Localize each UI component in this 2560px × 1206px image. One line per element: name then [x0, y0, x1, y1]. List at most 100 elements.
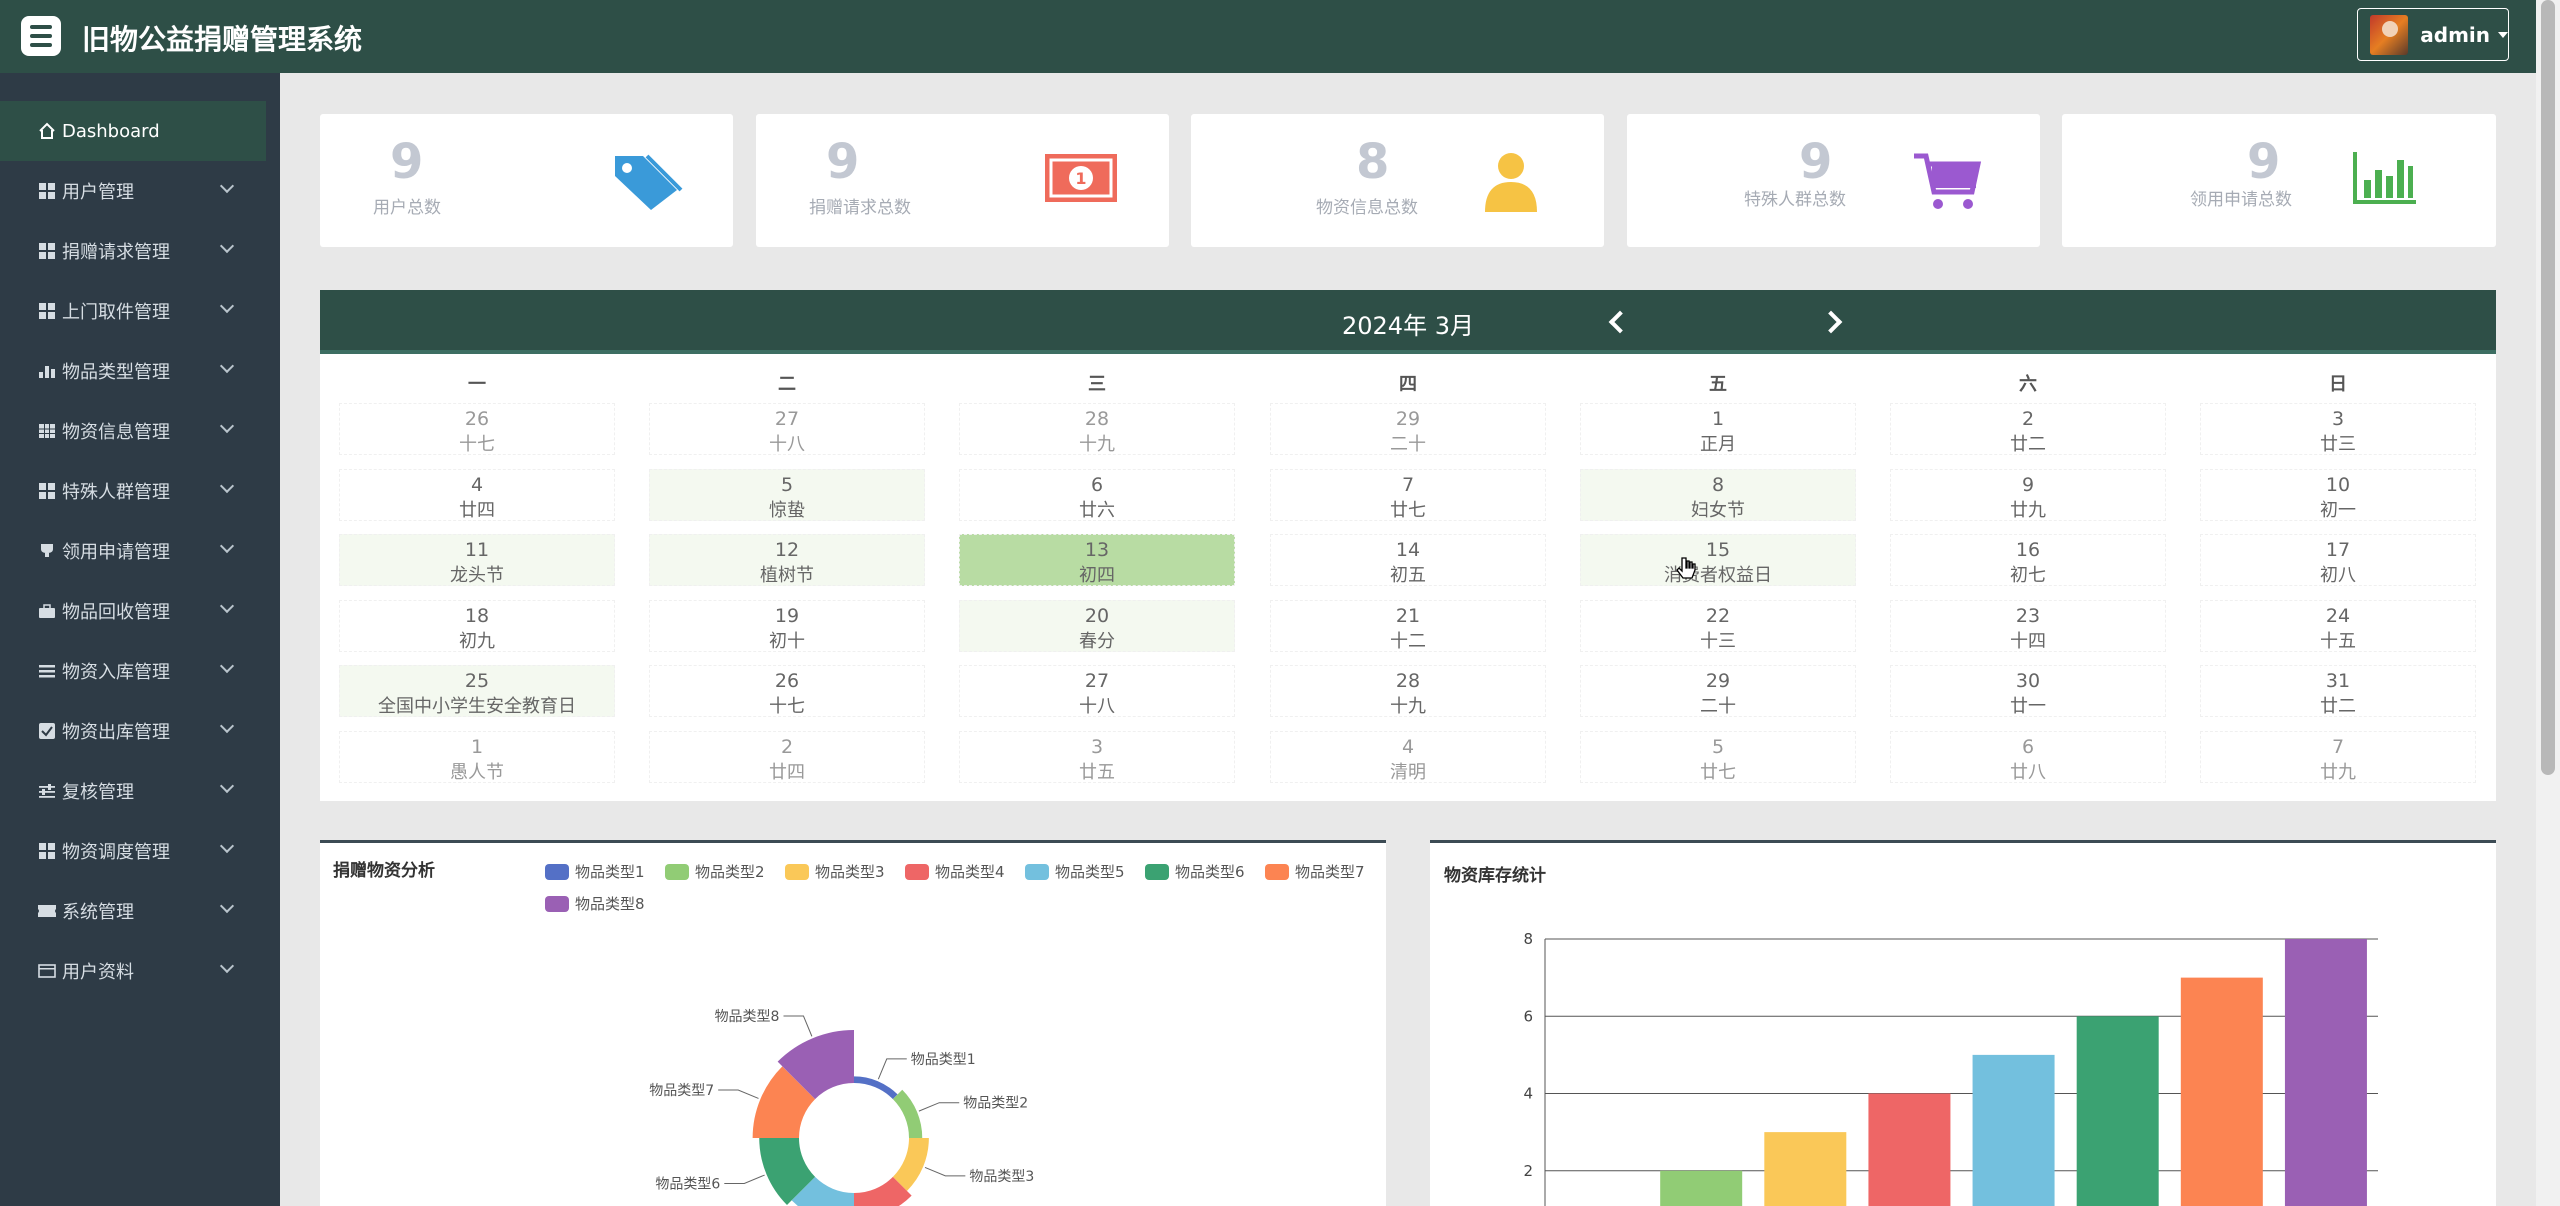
calendar-day[interactable]: 13 初四	[959, 534, 1235, 586]
scrollbar-thumb[interactable]	[2541, 0, 2555, 775]
stat-label: 物资信息总数	[1316, 198, 1418, 218]
bar[interactable]	[2180, 977, 2263, 1206]
calendar-day[interactable]: 27 十八	[649, 403, 925, 455]
day-number: 6	[1090, 473, 1104, 496]
calendar-day[interactable]: 7 廿七	[1270, 468, 1546, 521]
donut-slice[interactable]	[854, 1176, 912, 1206]
stat-label: 领用申请总数	[2190, 190, 2292, 210]
calendar-day[interactable]: 3 廿五	[959, 730, 1235, 783]
calendar-title: 2024年 3月	[1342, 312, 1474, 340]
calendar-day[interactable]: 6 廿八	[1890, 730, 2166, 783]
menu-toggle-button[interactable]	[21, 16, 61, 56]
calendar-day[interactable]: 14 初五	[1270, 534, 1546, 586]
sidebar-item-13[interactable]: 系统管理	[0, 881, 280, 941]
donut-slice[interactable]	[777, 1030, 854, 1100]
calendar-day[interactable]: 11 龙头节	[339, 534, 615, 586]
calendar-day[interactable]: 17 初八	[2200, 534, 2476, 586]
day-number: 6	[2021, 735, 2035, 758]
sidebar-item-10[interactable]: 物资出库管理	[0, 701, 280, 761]
calendar-day[interactable]: 27 十八	[959, 665, 1235, 717]
calendar-day[interactable]: 19 初十	[649, 599, 925, 652]
chevron-down-icon	[219, 898, 235, 914]
sidebar-item-2[interactable]: 捐赠请求管理	[0, 221, 280, 281]
calendar-day[interactable]: 28 十九	[1270, 665, 1546, 717]
legend-item[interactable]: 物品类型1	[545, 861, 645, 882]
user-menu-button[interactable]: admin	[2357, 8, 2509, 61]
bar[interactable]	[1764, 1132, 1847, 1206]
calendar-day[interactable]: 20 春分	[959, 599, 1235, 652]
bar[interactable]	[1972, 1054, 2055, 1206]
sidebar-item-0[interactable]: Dashboard	[0, 101, 266, 161]
calendar-day[interactable]: 2 廿四	[649, 730, 925, 783]
calendar-day[interactable]: 21 十二	[1270, 599, 1546, 652]
sidebar-item-1[interactable]: 用户管理	[0, 161, 280, 221]
calendar-day[interactable]: 29 二十	[1270, 403, 1546, 455]
bar[interactable]	[1868, 1093, 1951, 1206]
calendar-day[interactable]: 16 初七	[1890, 534, 2166, 586]
lunar-label: 初一	[2320, 499, 2356, 521]
sidebar-item-5[interactable]: 物资信息管理	[0, 401, 280, 461]
calendar-day[interactable]: 3 廿三	[2200, 403, 2476, 455]
sidebar-item-12[interactable]: 物资调度管理	[0, 821, 280, 881]
sidebar-item-8[interactable]: 物品回收管理	[0, 581, 280, 641]
legend-label: 物品类型1	[575, 863, 645, 881]
table-icon	[38, 422, 56, 440]
calendar-day[interactable]: 5 廿七	[1580, 730, 1856, 783]
legend-item[interactable]: 物品类型4	[905, 861, 1005, 882]
donut-slice[interactable]	[791, 1176, 854, 1206]
calendar-day[interactable]: 23 十四	[1890, 599, 2166, 652]
calendar-day[interactable]: 22 十三	[1580, 599, 1856, 652]
calendar-day[interactable]: 15 消费者权益日	[1580, 534, 1856, 586]
lunar-label: 二十	[1700, 696, 1736, 717]
donut-slice[interactable]	[752, 1066, 816, 1138]
legend-item[interactable]: 物品类型7	[1265, 861, 1365, 882]
bar-chart: 2 4 6 8	[1523, 930, 2378, 1206]
sidebar-item-14[interactable]: 用户资料	[0, 941, 280, 1001]
legend-item[interactable]: 物品类型3	[785, 861, 885, 882]
donut-slice[interactable]	[892, 1138, 929, 1191]
calendar-day[interactable]: 2 廿二	[1890, 403, 2166, 455]
sidebar-item-6[interactable]: 特殊人群管理	[0, 461, 280, 521]
calendar-day[interactable]: 5 惊蛰	[649, 468, 925, 521]
calendar-day[interactable]: 9 廿九	[1890, 468, 2166, 521]
calendar-day[interactable]: 18 初九	[339, 599, 615, 652]
calendar-day[interactable]: 10 初一	[2200, 468, 2476, 521]
calendar-day[interactable]: 6 廿六	[959, 468, 1235, 521]
sidebar-item-11[interactable]: 复核管理	[0, 761, 280, 821]
calendar-day[interactable]: 29 二十	[1580, 665, 1856, 717]
calendar-day[interactable]: 12 植树节	[649, 534, 925, 586]
legend-item[interactable]: 物品类型5	[1025, 861, 1125, 882]
legend-item[interactable]: 物品类型8	[545, 893, 645, 914]
calendar-day[interactable]: 24 十五	[2200, 599, 2476, 652]
stat-card-1: 9 捐赠请求总数 1	[756, 114, 1169, 247]
sidebar-item-4[interactable]: 物品类型管理	[0, 341, 280, 401]
sidebar-item-label: 物资入库管理	[62, 662, 170, 683]
lunar-label: 廿五	[1079, 761, 1115, 783]
calendar-day[interactable]: 26 十七	[649, 665, 925, 717]
sidebar-item-9[interactable]: 物资入库管理	[0, 641, 280, 701]
day-number: 28	[1084, 408, 1110, 430]
calendar-day[interactable]: 28 十九	[959, 403, 1235, 455]
legend-item[interactable]: 物品类型6	[1145, 861, 1245, 882]
calendar-day[interactable]: 4 清明	[1270, 730, 1546, 783]
calendar-day[interactable]: 31 廿二	[2200, 665, 2476, 717]
calendar-day[interactable]: 26 十七	[339, 403, 615, 455]
donut-slice[interactable]	[892, 1089, 923, 1138]
calendar-day[interactable]: 8 妇女节	[1580, 468, 1856, 521]
sidebar-item-7[interactable]: 领用申请管理	[0, 521, 280, 581]
donut-slice[interactable]	[854, 1076, 898, 1100]
bar[interactable]	[1660, 1170, 1743, 1206]
bar[interactable]	[2076, 1016, 2159, 1206]
calendar-day[interactable]: 1 愚人节	[339, 730, 615, 783]
page-scrollbar[interactable]	[2536, 0, 2560, 1206]
calendar-day[interactable]: 1 正月	[1580, 403, 1856, 455]
donut-slice[interactable]	[759, 1138, 816, 1205]
legend-item[interactable]: 物品类型2	[665, 861, 765, 882]
calendar-day[interactable]: 25 全国中小学生安全教育日	[339, 665, 615, 717]
sidebar-item-3[interactable]: 上门取件管理	[0, 281, 280, 341]
calendar-day[interactable]: 7 廿九	[2200, 730, 2476, 783]
lunar-label: 十四	[2010, 630, 2046, 652]
bar[interactable]	[2284, 939, 2367, 1206]
calendar-day[interactable]: 4 廿四	[339, 468, 615, 521]
calendar-day[interactable]: 30 廿一	[1890, 665, 2166, 717]
